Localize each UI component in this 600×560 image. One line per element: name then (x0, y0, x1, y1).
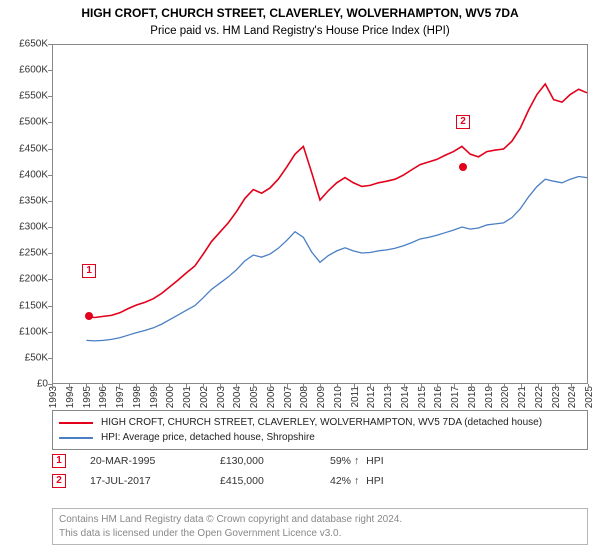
x-tick-label: 2020 (500, 386, 511, 408)
series-line (86, 84, 587, 318)
page-title: HIGH CROFT, CHURCH STREET, CLAVERLEY, WO… (0, 6, 600, 22)
transaction-row: 1 20-MAR-1995£130,00059% ↑ HPI (52, 454, 588, 468)
x-tick-label: 1993 (48, 386, 59, 408)
x-tick-label: 2021 (517, 386, 528, 408)
y-tick-label: £250K (8, 248, 48, 259)
y-tick-label: £50K (8, 352, 48, 363)
marker-dot (459, 163, 467, 171)
footer-line-2: This data is licensed under the Open Gov… (59, 527, 581, 541)
x-tick-label: 1994 (65, 386, 76, 408)
x-tick-label: 1996 (98, 386, 109, 408)
arrow-up-icon: ↑ (354, 475, 359, 487)
x-tick-label: 2014 (400, 386, 411, 408)
x-tick-label: 2025 (584, 386, 595, 408)
y-tick-label: £600K (8, 65, 48, 76)
x-tick-label: 2016 (433, 386, 444, 408)
x-tick-label: 2023 (551, 386, 562, 408)
transaction-date: 20-MAR-1995 (90, 455, 220, 467)
x-tick-label: 2012 (366, 386, 377, 408)
legend-swatch (59, 422, 93, 424)
transaction-price: £130,000 (220, 455, 330, 467)
x-tick-label: 2024 (567, 386, 578, 408)
plot-area (52, 44, 588, 384)
x-tick-label: 2006 (266, 386, 277, 408)
transactions-table: 1 20-MAR-1995£130,00059% ↑ HPI 2 17-JUL-201… (52, 454, 588, 494)
x-tick-label: 1999 (149, 386, 160, 408)
x-tick-label: 2007 (283, 386, 294, 408)
y-tick-label: £400K (8, 169, 48, 180)
x-tick-label: 2000 (165, 386, 176, 408)
x-tick-label: 1995 (82, 386, 93, 408)
footer-line-1: Contains HM Land Registry data © Crown c… (59, 513, 581, 527)
x-tick-label: 2013 (383, 386, 394, 408)
y-tick-label: £300K (8, 222, 48, 233)
transaction-marker: 2 (52, 474, 66, 488)
x-tick-label: 2015 (417, 386, 428, 408)
legend-label: HIGH CROFT, CHURCH STREET, CLAVERLEY, WO… (101, 415, 542, 430)
chart-lines (53, 45, 587, 383)
y-tick-label: £200K (8, 274, 48, 285)
y-tick-label: £450K (8, 143, 48, 154)
legend: HIGH CROFT, CHURCH STREET, CLAVERLEY, WO… (52, 410, 588, 450)
x-tick-label: 2001 (182, 386, 193, 408)
series-line (86, 177, 587, 341)
x-tick-label: 2008 (299, 386, 310, 408)
y-tick-label: £0 (8, 379, 48, 390)
x-tick-label: 2003 (216, 386, 227, 408)
marker-box: 1 (82, 264, 96, 278)
y-tick-label: £650K (8, 39, 48, 50)
x-tick-label: 2017 (450, 386, 461, 408)
y-tick-label: £500K (8, 117, 48, 128)
x-tick-label: 2019 (484, 386, 495, 408)
x-tick-label: 2011 (350, 386, 361, 408)
y-tick-label: £350K (8, 195, 48, 206)
transaction-price: £415,000 (220, 475, 330, 487)
transaction-date: 17-JUL-2017 (90, 475, 220, 487)
x-tick-label: 1997 (115, 386, 126, 408)
chart-area: £0 £50K £100K £150K £200K £250K £300K £350K £400… (8, 44, 592, 404)
arrow-up-icon: ↑ (354, 455, 359, 467)
x-tick-label: 2009 (316, 386, 327, 408)
x-tick-label: 2002 (199, 386, 210, 408)
transaction-delta: 42% ↑ HPI (330, 475, 410, 487)
y-tick-label: £100K (8, 326, 48, 337)
legend-row: HIGH CROFT, CHURCH STREET, CLAVERLEY, WO… (59, 415, 581, 430)
y-tick-label: £550K (8, 91, 48, 102)
transaction-row: 2 17-JUL-2017£415,00042% ↑ HPI (52, 474, 588, 488)
x-tick-label: 2005 (249, 386, 260, 408)
footer-attribution: Contains HM Land Registry data © Crown c… (52, 508, 588, 545)
legend-row: HPI: Average price, detached house, Shro… (59, 430, 581, 445)
transaction-delta: 59% ↑ HPI (330, 455, 410, 467)
page-subtitle: Price paid vs. HM Land Registry's House … (0, 23, 600, 39)
marker-dot (85, 312, 93, 320)
x-tick-label: 2004 (232, 386, 243, 408)
transaction-marker: 1 (52, 454, 66, 468)
x-tick-label: 2010 (333, 386, 344, 408)
legend-swatch (59, 437, 93, 439)
legend-label: HPI: Average price, detached house, Shro… (101, 430, 315, 445)
marker-box: 2 (456, 115, 470, 129)
x-tick-label: 1998 (132, 386, 143, 408)
x-tick-label: 2018 (467, 386, 478, 408)
x-tick-label: 2022 (534, 386, 545, 408)
y-tick-label: £150K (8, 300, 48, 311)
